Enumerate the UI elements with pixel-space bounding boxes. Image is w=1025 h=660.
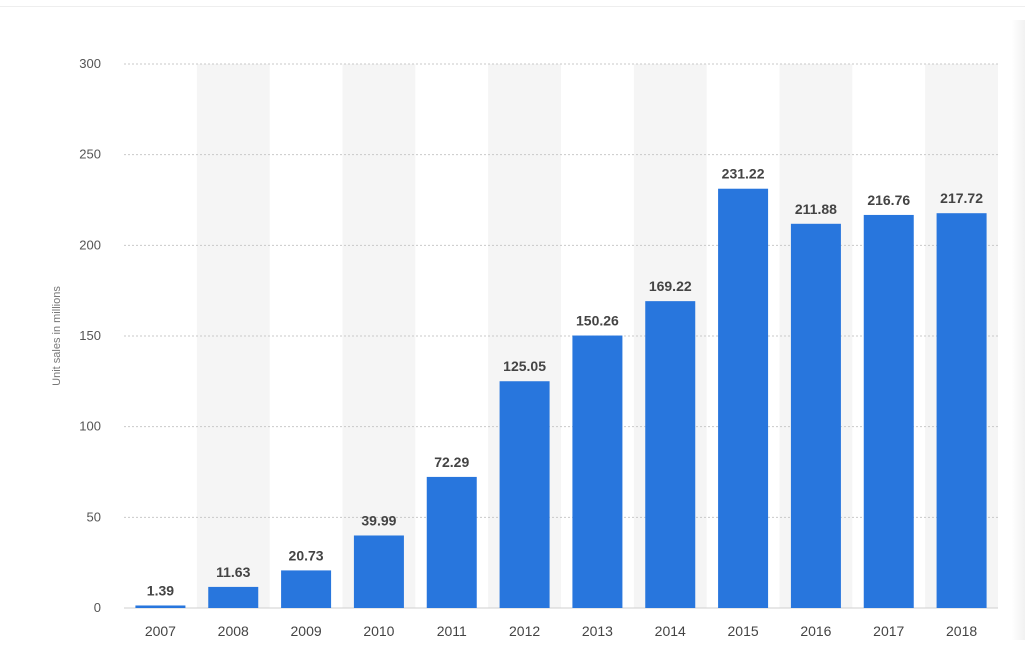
bar-2009: [281, 570, 332, 608]
data-label-2009: 20.73: [289, 547, 324, 563]
y-tick-label: 200: [79, 237, 101, 252]
bar-2014: [645, 301, 696, 608]
gridlines: [124, 63, 998, 609]
x-tick-label: 2011: [437, 623, 467, 639]
bars: [135, 188, 987, 609]
bar-2016: [790, 223, 841, 608]
x-tick-label: 2018: [946, 623, 977, 639]
data-label-2011: 72.29: [434, 454, 469, 470]
bar-2012: [499, 381, 550, 608]
data-labels: 1.39 11.63 20.73 39.99 72.29 125.05 150.26 169.…: [147, 166, 983, 599]
y-axis-title: Unit sales in millions: [51, 286, 63, 386]
data-label-2015: 231.22: [722, 166, 765, 182]
x-tick-label: 2016: [800, 623, 831, 639]
y-tick-label: 300: [79, 56, 101, 71]
data-label-2014: 169.22: [649, 278, 692, 294]
bar-2008: [208, 586, 259, 608]
bar-2010: [353, 535, 404, 608]
data-label-2010: 39.99: [361, 512, 396, 528]
y-tick-label: 0: [94, 600, 101, 615]
x-axis-ticks: 2007 2008 2009 2010 2011 2012 2013 2014 2015 2016…: [145, 623, 978, 639]
x-tick-label: 2010: [363, 623, 394, 639]
side-panel-edge: [1012, 20, 1025, 640]
x-tick-label: 2013: [582, 623, 613, 639]
x-tick-label: 2017: [873, 623, 904, 639]
x-tick-label: 2015: [728, 623, 759, 639]
bar-2011: [426, 476, 477, 608]
x-tick-label: 2009: [291, 623, 322, 639]
data-label-2008: 11.63: [216, 564, 250, 580]
data-label-2013: 150.26: [576, 313, 619, 329]
column-band: [342, 64, 416, 608]
y-axis-ticks: 0 50 100 150 200 250 300: [79, 56, 101, 615]
x-tick-label: 2012: [509, 623, 540, 639]
top-divider: [0, 6, 1025, 7]
bar-2007: [135, 605, 186, 608]
y-tick-label: 250: [79, 147, 101, 162]
data-label-2017: 216.76: [867, 192, 910, 208]
y-tick-label: 50: [87, 509, 101, 524]
bar-2018: [936, 213, 987, 609]
bar-2017: [863, 214, 914, 608]
x-tick-label: 2014: [655, 623, 686, 639]
bar-2015: [718, 188, 769, 608]
data-label-2016: 211.88: [795, 201, 837, 217]
data-label-2012: 125.05: [503, 358, 546, 374]
y-tick-label: 100: [79, 419, 101, 434]
y-tick-label: 150: [79, 328, 101, 343]
data-label-2018: 217.72: [940, 190, 983, 206]
x-tick-label: 2008: [218, 623, 249, 639]
data-label-2007: 1.39: [147, 582, 174, 598]
x-tick-label: 2007: [145, 623, 176, 639]
bar-2013: [572, 335, 623, 608]
